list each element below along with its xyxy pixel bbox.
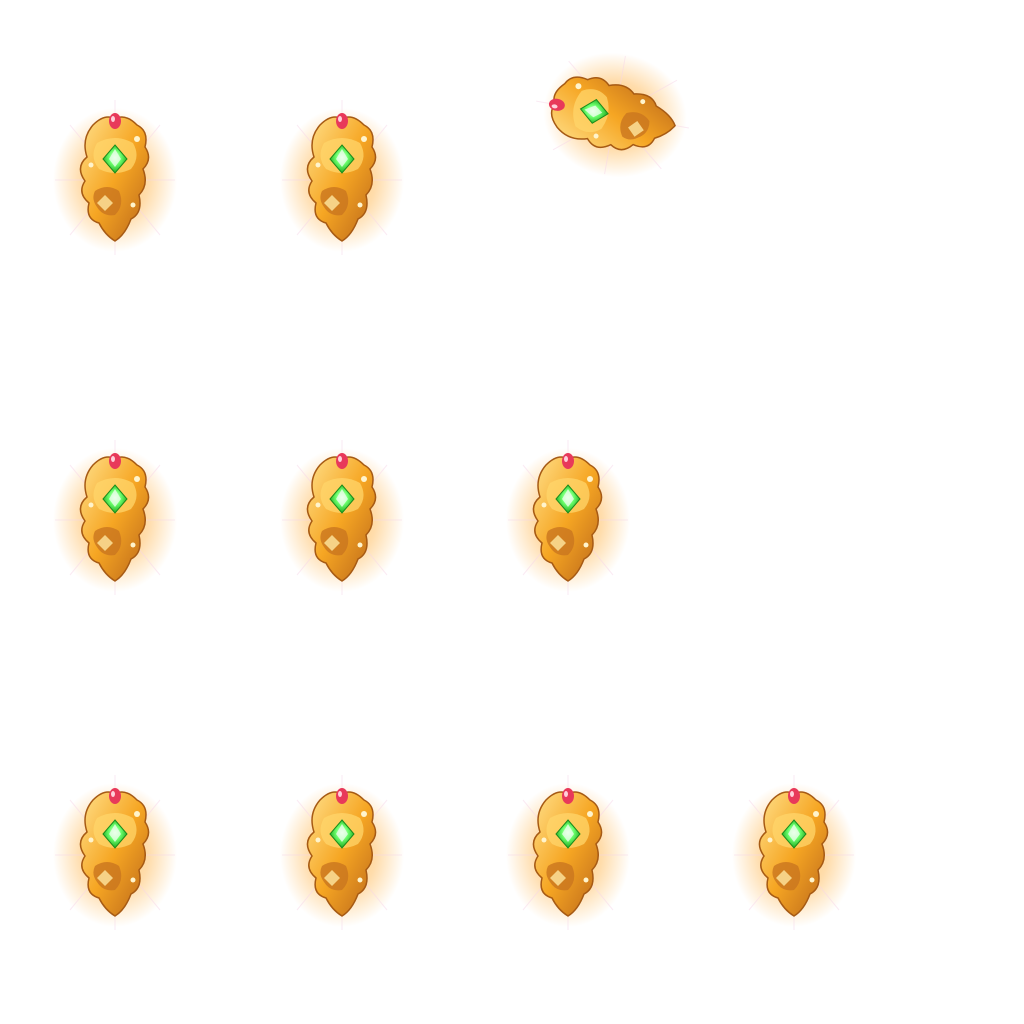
sprite-frame-r1-c3 xyxy=(524,30,701,200)
ornament-icon xyxy=(52,439,178,596)
ornament-icon xyxy=(279,774,405,931)
ornament-icon xyxy=(731,774,857,931)
sprite-frame-r1-c2 xyxy=(272,95,412,265)
ornament-icon xyxy=(279,99,405,256)
ornament-icon xyxy=(505,774,631,931)
sprite-frame-r1-c1 xyxy=(45,95,185,265)
sprite-frame-r2-c2 xyxy=(272,435,412,605)
ornament-icon xyxy=(52,774,178,931)
ornament-icon xyxy=(279,439,405,596)
sprite-frame-r2-c3 xyxy=(498,435,638,605)
sprite-frame-r2-c1 xyxy=(45,435,185,605)
ornament-icon xyxy=(524,39,701,190)
ornament-icon xyxy=(52,99,178,256)
sprite-frame-r3-c2 xyxy=(272,770,412,940)
ornament-icon xyxy=(505,439,631,596)
sprite-frame-r3-c3 xyxy=(498,770,638,940)
sprite-frame-r3-c4 xyxy=(724,770,864,940)
sprite-frame-r3-c1 xyxy=(45,770,185,940)
